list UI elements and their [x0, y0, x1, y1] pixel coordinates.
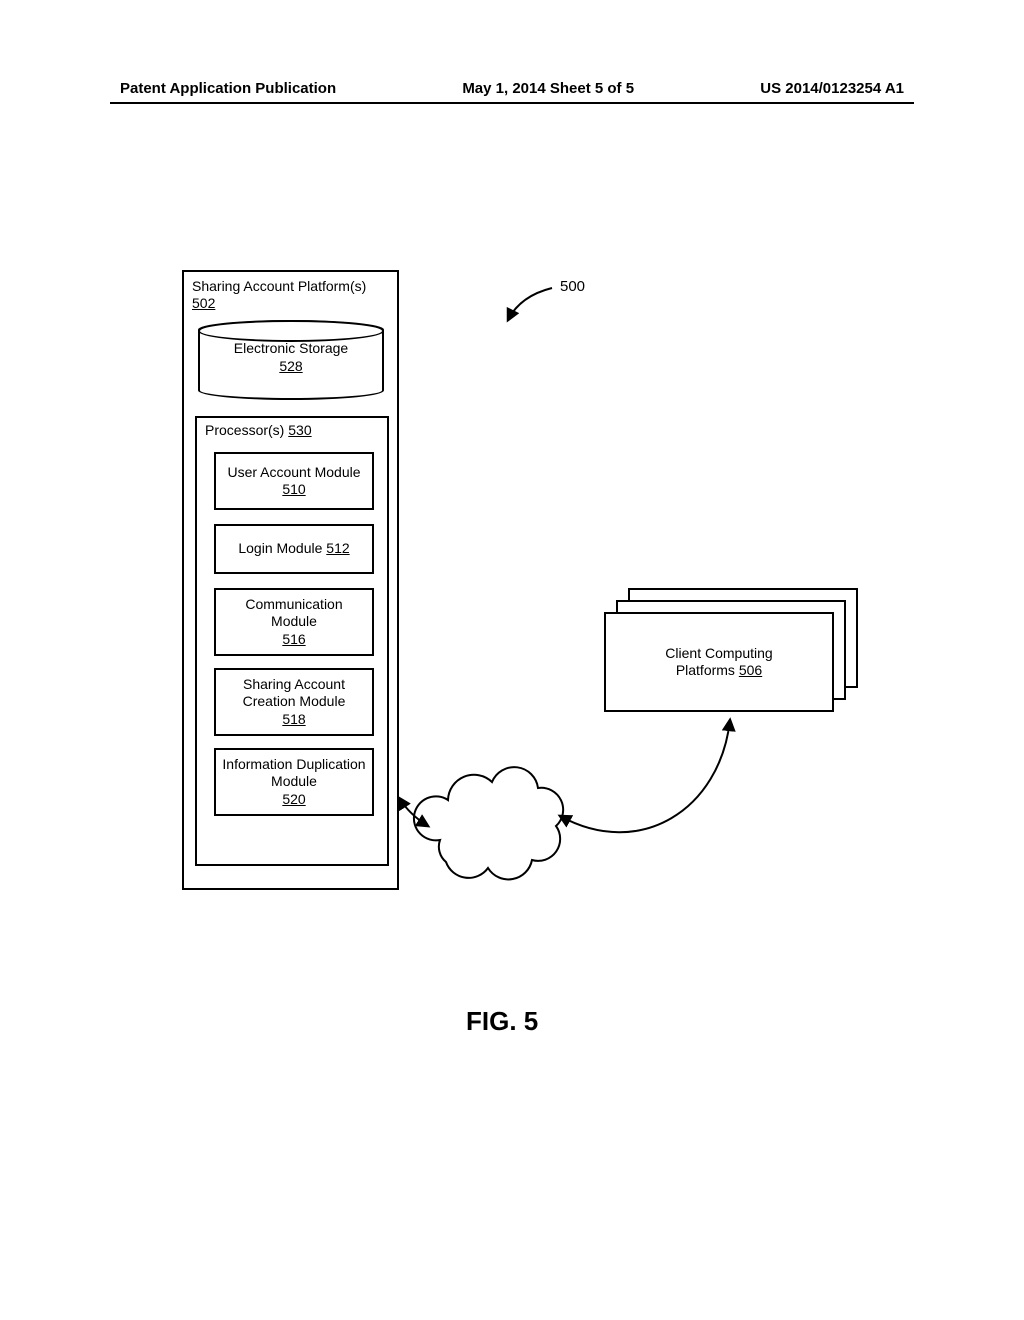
- header-center: May 1, 2014 Sheet 5 of 5: [462, 80, 634, 97]
- module-communication-ref: 516: [222, 631, 366, 649]
- header-rule: [110, 102, 914, 104]
- client-stack-ref: 506: [739, 662, 762, 678]
- module-communication-title: CommunicationModule: [222, 596, 366, 631]
- platform-title-text: Sharing Account Platform(s): [192, 278, 366, 294]
- module-sharing-creation-ref: 518: [222, 711, 366, 729]
- leader-500: [508, 288, 552, 320]
- module-login-title: Login Module: [238, 540, 322, 556]
- module-user-account: User Account Module 510: [214, 452, 374, 510]
- module-info-duplication-title: Information DuplicationModule: [222, 756, 366, 791]
- header-left: Patent Application Publication: [120, 80, 336, 97]
- module-login-ref: 512: [326, 540, 349, 556]
- module-user-account-title: User Account Module: [222, 464, 366, 482]
- processors-title-text: Processor(s): [205, 422, 284, 438]
- module-login: Login Module 512: [214, 524, 374, 574]
- module-info-duplication-ref: 520: [222, 791, 366, 809]
- cloud-shape: [414, 767, 563, 879]
- module-communication: CommunicationModule 516: [214, 588, 374, 656]
- module-login-line: Login Module 512: [222, 540, 366, 558]
- storage-title: Electronic Storage: [234, 340, 348, 356]
- client-stack-card-front: Client ComputingPlatforms 506: [604, 612, 834, 712]
- connector-platform-cloud: [399, 798, 428, 826]
- module-sharing-creation-title: Sharing AccountCreation Module: [222, 676, 366, 711]
- storage-ref: 528: [279, 358, 302, 374]
- platform-box-title: Sharing Account Platform(s) 502: [184, 272, 397, 312]
- figure-ref-500: 500: [560, 278, 585, 295]
- processors-ref: 530: [288, 422, 311, 438]
- module-info-duplication: Information DuplicationModule 520: [214, 748, 374, 816]
- svg-overlay: [0, 0, 1024, 1320]
- storage-cylinder: Electronic Storage 528: [198, 320, 384, 400]
- figure-caption: FIG. 5: [466, 1006, 538, 1037]
- module-user-account-ref: 510: [222, 481, 366, 499]
- processors-title: Processor(s) 530: [205, 422, 312, 438]
- module-sharing-creation: Sharing AccountCreation Module 518: [214, 668, 374, 736]
- header-right: US 2014/0123254 A1: [760, 80, 904, 97]
- connector-cloud-client: [560, 720, 730, 832]
- page-root: Patent Application Publication May 1, 20…: [0, 0, 1024, 1320]
- client-stack: Client ComputingPlatforms 506: [604, 588, 858, 712]
- platform-ref: 502: [192, 295, 215, 311]
- storage-label: Electronic Storage 528: [200, 322, 382, 375]
- client-stack-line: Client ComputingPlatforms 506: [606, 645, 832, 680]
- page-header: Patent Application Publication May 1, 20…: [120, 80, 904, 103]
